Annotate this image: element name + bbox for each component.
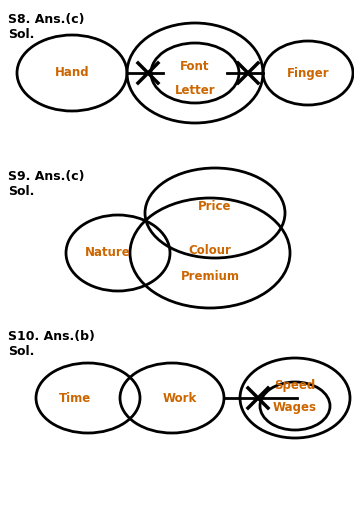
Text: S10. Ans.(b): S10. Ans.(b) bbox=[8, 330, 95, 343]
Text: Letter: Letter bbox=[175, 83, 215, 97]
Text: Finger: Finger bbox=[287, 67, 329, 80]
Text: S8. Ans.(c): S8. Ans.(c) bbox=[8, 13, 85, 26]
Text: Colour: Colour bbox=[189, 243, 232, 257]
Text: Work: Work bbox=[163, 391, 197, 404]
Text: Hand: Hand bbox=[55, 67, 89, 80]
Text: Speed: Speed bbox=[274, 380, 316, 392]
Text: Nature: Nature bbox=[85, 247, 131, 259]
Text: Sol.: Sol. bbox=[8, 28, 34, 41]
Text: Price: Price bbox=[198, 200, 232, 212]
Text: Sol.: Sol. bbox=[8, 345, 34, 358]
Text: Time: Time bbox=[59, 391, 91, 404]
Text: Sol.: Sol. bbox=[8, 185, 34, 198]
Text: S9. Ans.(c): S9. Ans.(c) bbox=[8, 170, 85, 183]
Text: Premium: Premium bbox=[181, 269, 240, 282]
Text: Wages: Wages bbox=[273, 401, 317, 414]
Text: Font: Font bbox=[180, 60, 210, 72]
